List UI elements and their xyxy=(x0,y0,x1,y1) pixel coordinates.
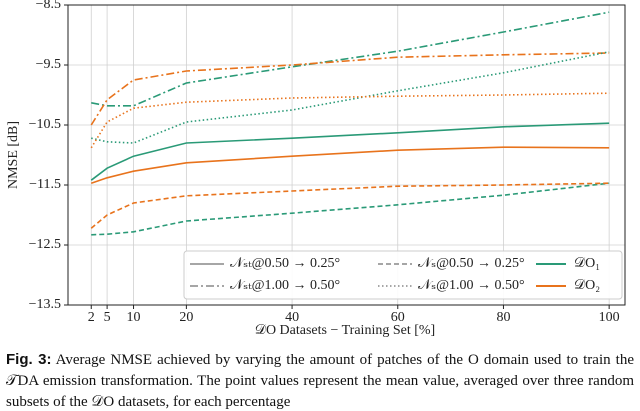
y-tick-label: −9.5 xyxy=(36,57,61,72)
x-tick-label: 100 xyxy=(599,310,620,325)
y-tick-label: −11.5 xyxy=(29,177,61,192)
legend-label: 𝒩ₛₜ@1.00 → 0.50° xyxy=(230,278,340,293)
series-line xyxy=(90,122,610,181)
x-tick-label: 10 xyxy=(127,310,141,325)
y-tick-label: −10.5 xyxy=(29,117,61,132)
plot-frame xyxy=(67,4,626,306)
series-line xyxy=(90,92,610,149)
x-tick-label: 40 xyxy=(285,310,299,325)
legend-label: 𝒩ₛ@0.50 → 0.25° xyxy=(418,256,525,271)
series-line xyxy=(90,182,610,229)
caption-label: Fig. 3: xyxy=(6,351,52,368)
y-axis-label: NMSE [dB] xyxy=(6,121,21,189)
chart: 𝒟O Datasets − Training Set [%] NMSE [dB]… xyxy=(6,0,626,338)
caption-text: Average NMSE achieved by varying the amo… xyxy=(6,352,634,410)
series-line xyxy=(90,52,610,126)
x-tick-label: 20 xyxy=(179,310,193,325)
caption: Fig. 3: Average NMSE achieved by varying… xyxy=(6,349,634,411)
series-line xyxy=(91,51,610,144)
legend-label: 𝒟O₂ xyxy=(574,278,600,293)
x-tick-label: 60 xyxy=(391,310,405,325)
x-tick-label: 80 xyxy=(496,310,510,325)
y-tick-label: −13.5 xyxy=(29,297,61,312)
legend-label: 𝒩ₛ@1.00 → 0.50° xyxy=(418,278,525,293)
x-tick-label: 2 xyxy=(88,310,95,325)
series-line xyxy=(91,11,610,107)
series-line xyxy=(91,182,610,236)
legend-label: 𝒟O₁ xyxy=(574,256,600,271)
y-tick-label: −12.5 xyxy=(29,237,61,252)
series-line xyxy=(90,146,610,184)
legend-label: 𝒩ₛₜ@0.50 → 0.25° xyxy=(230,256,340,271)
legend-box xyxy=(183,250,623,300)
x-axis-label: 𝒟O Datasets − Training Set [%] xyxy=(255,323,435,338)
y-tick-label: −8.5 xyxy=(36,0,61,12)
x-tick-label: 5 xyxy=(104,310,111,325)
